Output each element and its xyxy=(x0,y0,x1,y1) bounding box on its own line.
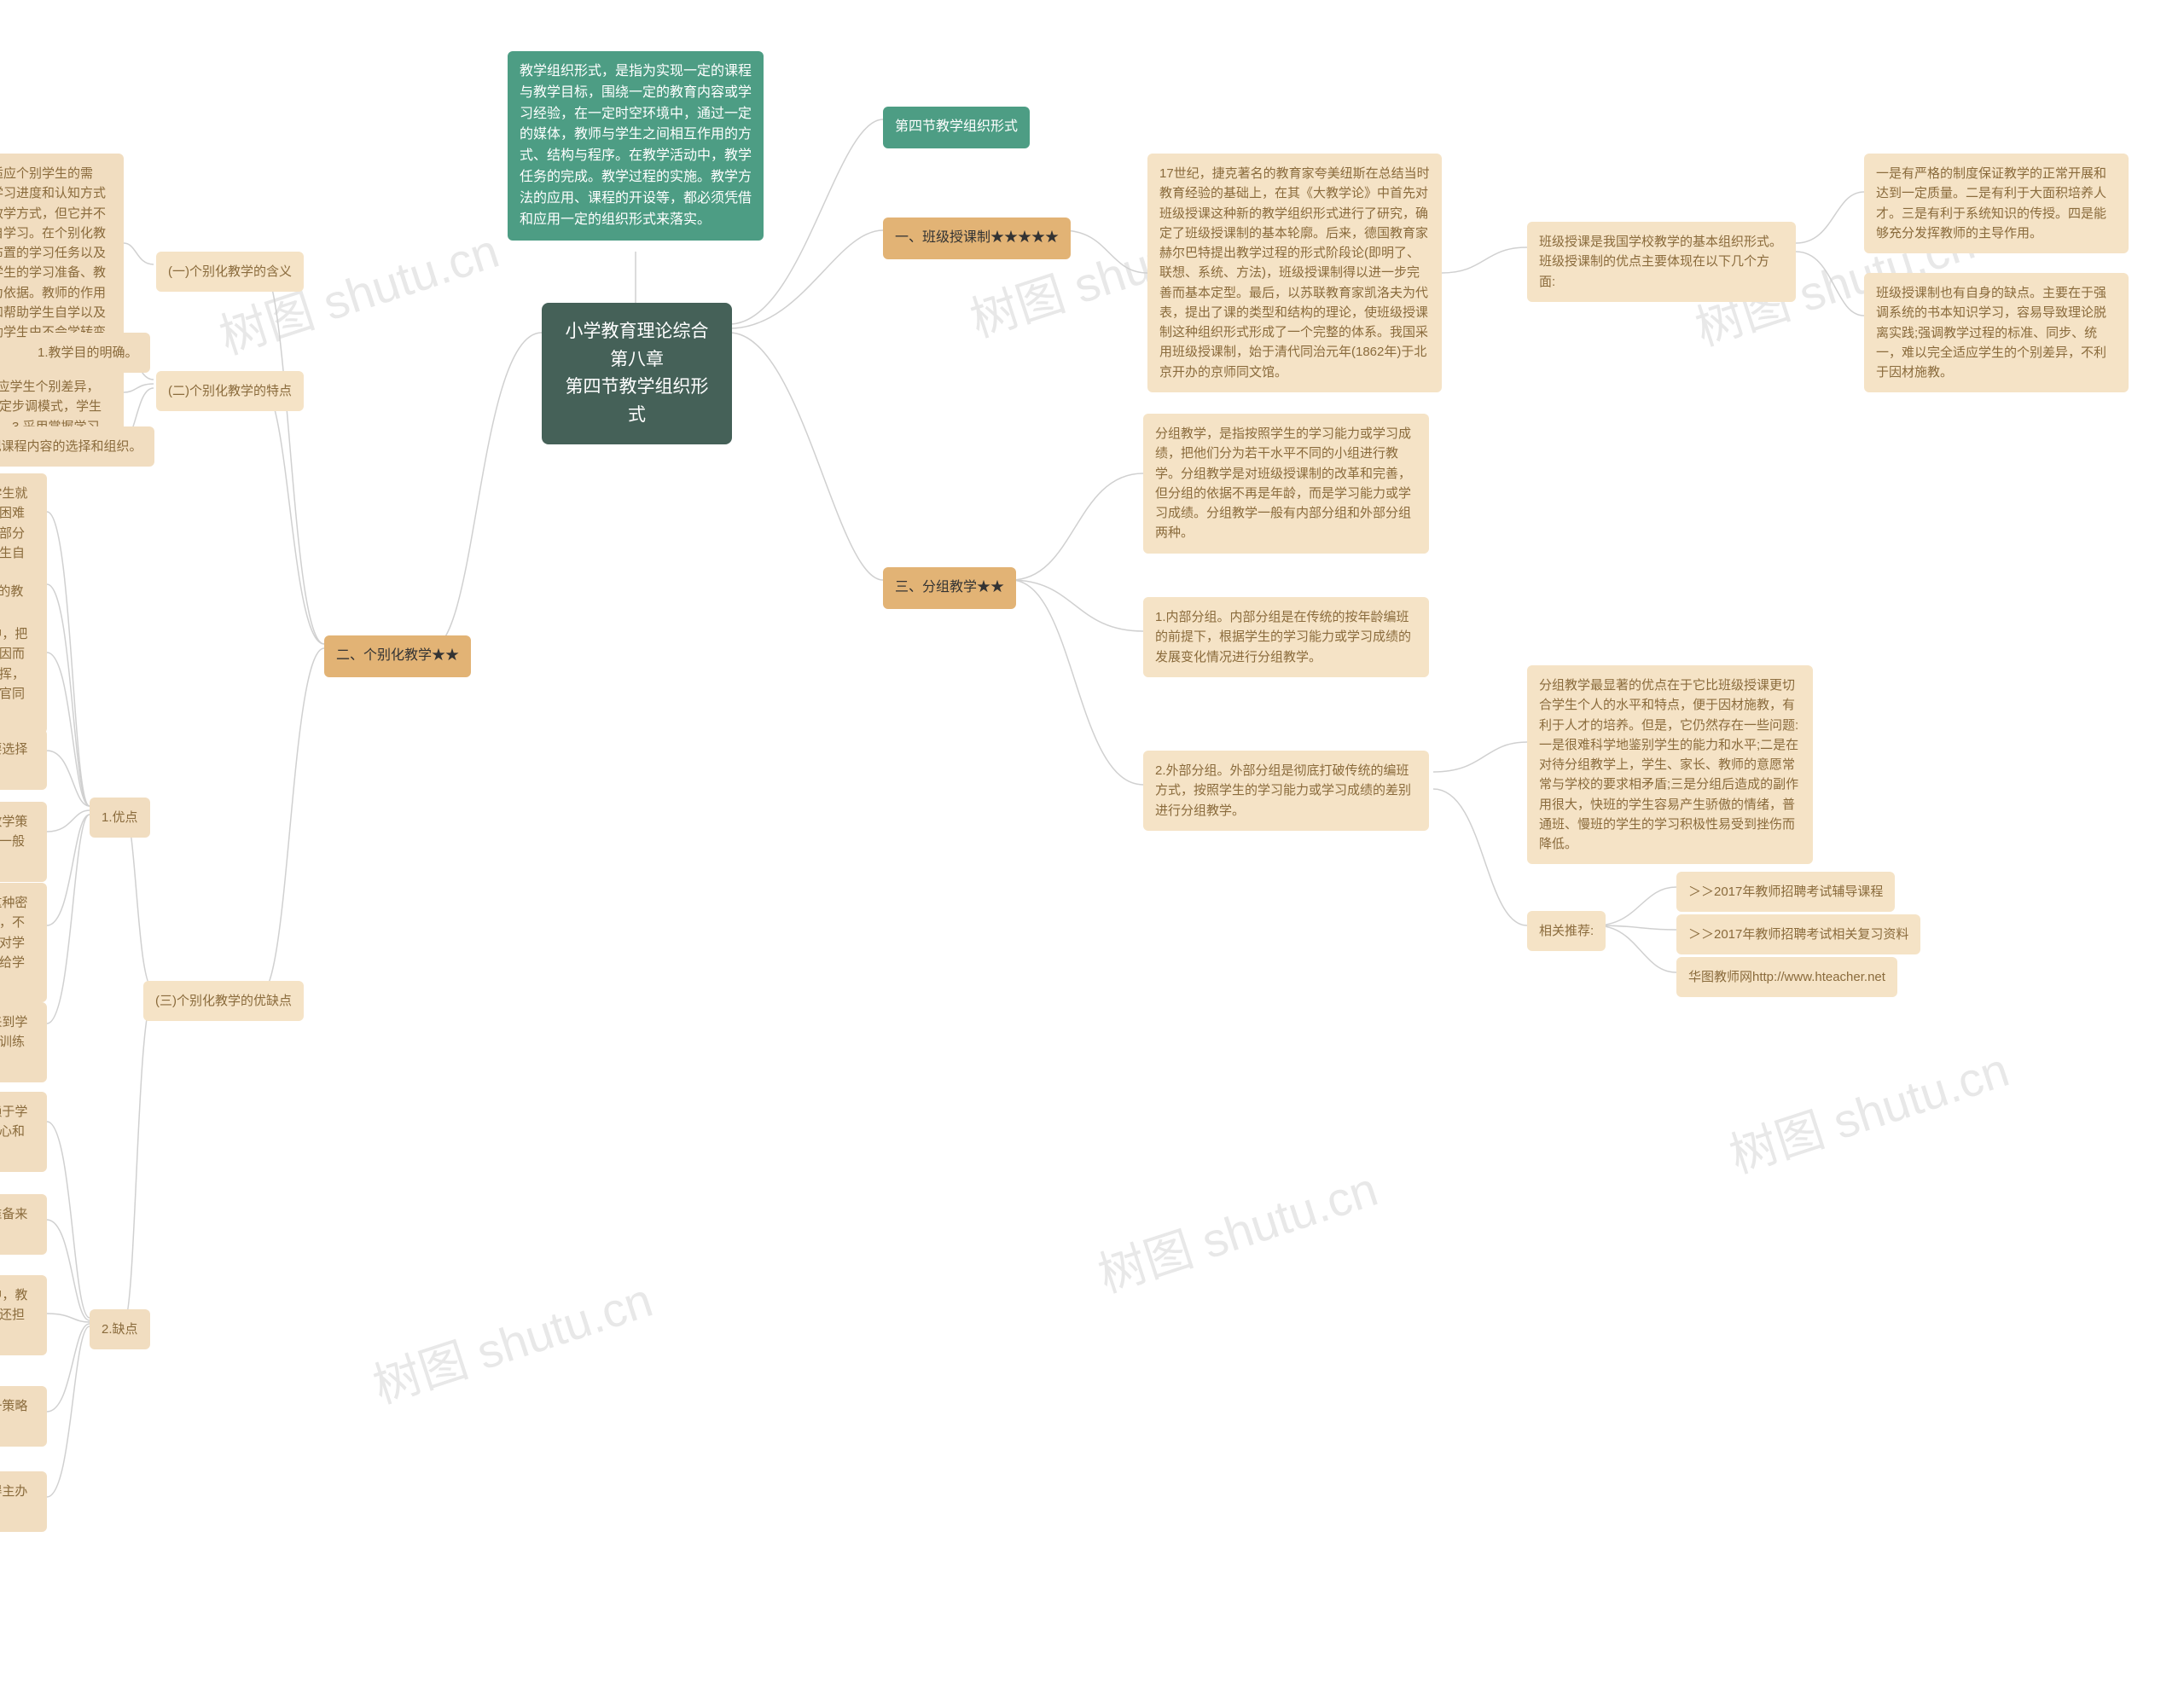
dis-label: 2.缺点 xyxy=(90,1309,150,1349)
r2-sub1-b: 班级授课制也有自身的缺点。主要在于强调系统的书本知识学习，容易导致理论脱离实践;… xyxy=(1864,273,2129,392)
r3-a: 分组教学，是指按照学生的学习能力或学习成绩，把他们分为若干水平不同的小组进行教学… xyxy=(1143,414,1429,554)
watermark: 树图 shutu.cn xyxy=(1720,1032,2017,1187)
r3-node: 三、分组教学★★ xyxy=(883,567,1016,609)
r3-b: 1.内部分组。内部分组是在传统的按年龄编班的前提下，根据学生的学习能力或学习成绩… xyxy=(1143,597,1429,677)
related-1[interactable]: ＞＞2017年教师招聘考试辅导课程 xyxy=(1676,872,1895,912)
root-line2: 第四节教学组织形式 xyxy=(559,374,715,429)
adv-6: (6)依靠指导教师与学生之间的这种密切关系，以及个单元的测试成绩，不论是指导教师… xyxy=(0,883,47,1002)
adv-4: (4)能根据学生的实际情况和需要选择合适的学习方法。 xyxy=(0,729,47,790)
r2-detail: 17世纪，捷克著名的教育家夸美纽斯在总结当时教育经验的基础上，在其《大教学论》中… xyxy=(1147,154,1442,392)
r3-c-sub: 分组教学最显著的优点在于它比班级授课更切合学生个人的水平和特点，便于因材施教，有… xyxy=(1527,665,1813,864)
r2-sub1-a: 一是有严格的制度保证教学的正常开展和达到一定质量。二是有利于大面积培养人才。三是… xyxy=(1864,154,2129,253)
adv-label: 1.优点 xyxy=(90,798,150,838)
r1-node: 第四节教学组织形式 xyxy=(883,107,1030,148)
r2-sub1: 班级授课是我国学校教学的基本组织形式。班级授课制的优点主要体现在以下几个方面: xyxy=(1527,222,1796,302)
adv-5: (5)对于大多数以学生为中心的教学策略来说，指导教师的帮助和指导一般更能切合学生… xyxy=(0,802,47,882)
related-3[interactable]: 华图教师网http://www.hteacher.net xyxy=(1676,957,1897,997)
l2b-label: (二)个别化教学的特点 xyxy=(156,371,304,411)
adv-7: (7)能为那些由于各种原因不能来到学校上课的人，提供更多的教育和训练机会。 xyxy=(0,1002,47,1082)
dis-4: (4)适合以学生为中心的学习这一策略的课程范围和类型比较有限。 xyxy=(0,1386,47,1447)
connectors xyxy=(0,0,2184,1688)
adv-3: (3)在大多数个别化的学习单元中，把各种不同的媒体结合起来使用，因而能使不同媒体… xyxy=(0,614,47,734)
dis-3: (3)在以学生为中心的学习系统中，教师除了负责提供学习材料之外，还担负着更具有支… xyxy=(0,1275,47,1355)
root-line1: 小学教育理论综合第八章 xyxy=(559,318,715,374)
watermark: 树图 shutu.cn xyxy=(363,1262,660,1418)
l2-node: 二、个别化教学★★ xyxy=(324,635,471,677)
intro-box: 教学组织形式，是指为实现一定的课程与教学目标，围绕一定的教育内容或学习经验，在一… xyxy=(508,51,764,241)
related-2[interactable]: ＞＞2017年教师招聘考试相关复习资料 xyxy=(1676,914,1920,954)
dis-5: (5)课程实施在很多方面需要取得主办学校行政管理系统的支持。 xyxy=(0,1471,47,1532)
r2-node: 一、班级授课制★★★★★ xyxy=(883,218,1071,259)
dis-1: (1)以学生为中心的学习十分依赖于学生的主动作用，要求学生的责任心和学习动力必须… xyxy=(0,1092,47,1172)
related-label: 相关推荐: xyxy=(1527,911,1606,951)
r3-c: 2.外部分组。外部分组是彻底打破传统的编班方式，按照学生的学习能力或学习成绩的差… xyxy=(1143,751,1429,831)
l2b-4: 4.重视课程内容的选择和组织。 xyxy=(0,426,154,467)
dis-2: (2)就适应个别化学习的教材的准备来说，可能存在不少困难。 xyxy=(0,1194,47,1255)
watermark: 树图 shutu.cn xyxy=(1089,1151,1385,1307)
root-node: 小学教育理论综合第八章 第四节教学组织形式 xyxy=(542,303,732,444)
l2c-label: (三)个别化教学的优缺点 xyxy=(143,981,304,1021)
l2a-label: (一)个别化教学的含义 xyxy=(156,252,304,292)
